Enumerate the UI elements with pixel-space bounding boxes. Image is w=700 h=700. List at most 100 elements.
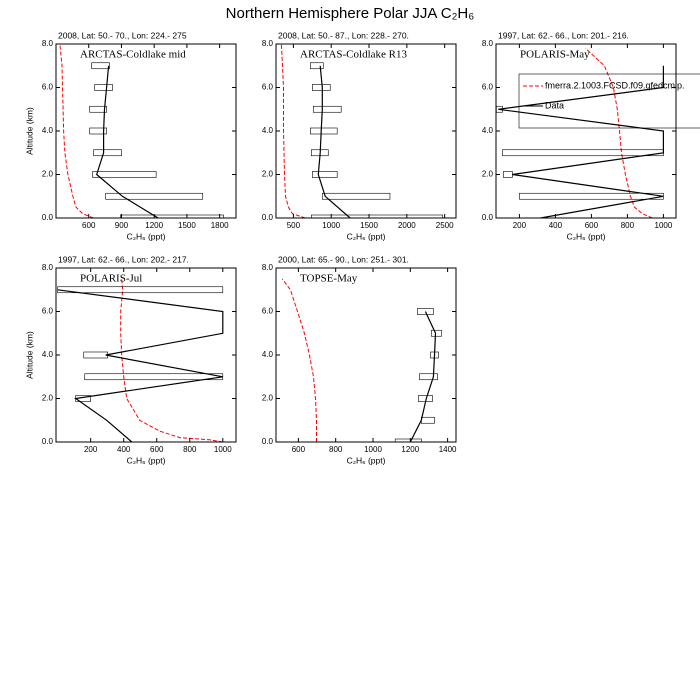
model-line [59, 44, 94, 218]
range-box [431, 329, 442, 337]
range-box [419, 373, 438, 381]
y-tick-label: 6.0 [262, 307, 274, 316]
range-box [311, 214, 443, 218]
data-line [96, 65, 159, 218]
plot-frame [275, 267, 457, 443]
panel-subtitle: 2008, Lat: 50.- 87., Lon: 228.- 270. [278, 30, 409, 40]
x-axis-title: C₂H₆ (ppt) [347, 455, 386, 465]
range-box [519, 192, 664, 200]
y-tick-label: 6.0 [482, 83, 494, 92]
plot-frame [55, 43, 237, 219]
y-tick-label: 8.0 [42, 39, 54, 48]
y-tick-label: 6.0 [42, 83, 54, 92]
x-tick-label: 1800 [211, 221, 229, 230]
x-tick-label: 1400 [439, 445, 457, 454]
range-box [94, 84, 113, 91]
y-tick-label: 2.0 [262, 394, 274, 403]
x-tick-label: 900 [115, 221, 129, 230]
y-tick-label: 0.0 [262, 437, 274, 446]
model-line [120, 278, 223, 442]
plot-frame [275, 43, 457, 219]
y-tick-label: 0.0 [262, 213, 274, 222]
range-box [417, 308, 434, 315]
x-tick-label: 2500 [436, 221, 454, 230]
plot [59, 44, 224, 218]
x-tick-label: 600 [82, 221, 96, 230]
panel-annotation: ARCTAS-Coldlake mid [80, 49, 186, 61]
plot [280, 44, 443, 218]
x-tick-label: 400 [117, 445, 131, 454]
x-tick-label: 1000 [364, 445, 382, 454]
range-box [310, 127, 338, 135]
y-tick-label: 2.0 [482, 170, 494, 179]
range-box [120, 214, 224, 218]
plot-frame [495, 43, 677, 219]
y-tick-label: 4.0 [42, 126, 54, 135]
range-box [321, 192, 391, 200]
x-tick-label: 1000 [322, 221, 340, 230]
x-tick-label: 1200 [401, 445, 419, 454]
plot-frame [55, 267, 237, 443]
range-box [57, 286, 224, 294]
x-tick-label: 600 [292, 445, 306, 454]
x-tick-label: 800 [621, 221, 635, 230]
y-tick-label: 6.0 [262, 83, 274, 92]
data-line [498, 65, 664, 218]
x-tick-label: 1200 [145, 221, 163, 230]
range-box [93, 149, 122, 157]
y-tick-label: 6.0 [42, 307, 54, 316]
y-tick-label: 0.0 [42, 437, 54, 446]
x-axis-title: C₂H₆ (ppt) [127, 231, 166, 241]
plot [281, 278, 442, 442]
range-box [92, 171, 157, 178]
panel-subtitle: 2000, Lat: 65.- 90., Lon: 251.- 301. [278, 254, 409, 264]
range-box [84, 373, 224, 381]
panel-annotation: TOPSE-May [300, 273, 358, 285]
x-tick-label: 1000 [655, 221, 673, 230]
panel-subtitle: 1997, Lat: 62.- 66., Lon: 201.- 216. [498, 30, 629, 40]
x-tick-label: 2000 [398, 221, 416, 230]
model-line [280, 44, 306, 218]
panel-annotation: POLARIS-Jul [80, 273, 142, 285]
figure-title: Northern Hemisphere Polar JJA C₂H₆ [226, 5, 475, 22]
range-box [91, 62, 110, 70]
range-box [105, 192, 204, 200]
y-tick-label: 8.0 [262, 39, 274, 48]
range-box [502, 149, 664, 157]
x-axis-title: C₂H₆ (ppt) [567, 231, 606, 241]
range-box [83, 351, 108, 359]
y-axis-title: Altitude (km) [24, 331, 34, 379]
range-box [89, 127, 107, 135]
panel-annotation: POLARIS-May [520, 49, 590, 61]
legend-label: fmerra.2.1003.FCSD.f09.qfedcmip. [545, 80, 685, 90]
model-line [281, 278, 317, 442]
panel-subtitle: 2008, Lat: 50.- 70., Lon: 224.- 275 [58, 30, 187, 40]
y-tick-label: 8.0 [482, 39, 494, 48]
data-line [317, 65, 351, 218]
y-tick-label: 8.0 [42, 263, 54, 272]
x-tick-label: 600 [585, 221, 599, 230]
plot [496, 47, 664, 218]
y-tick-label: 2.0 [42, 394, 54, 403]
range-box [312, 171, 338, 178]
x-tick-label: 800 [329, 445, 343, 454]
range-box [394, 438, 422, 442]
x-tick-label: 400 [549, 221, 563, 230]
y-tick-label: 8.0 [262, 263, 274, 272]
y-tick-label: 2.0 [262, 170, 274, 179]
plot [57, 278, 224, 442]
legend-box [518, 73, 700, 129]
range-box [310, 62, 324, 70]
model-line [585, 47, 653, 218]
data-line [409, 311, 437, 442]
y-tick-label: 4.0 [42, 350, 54, 359]
x-axis-title: C₂H₆ (ppt) [347, 231, 386, 241]
y-tick-label: 0.0 [482, 213, 494, 222]
x-tick-label: 200 [84, 445, 98, 454]
range-box [89, 105, 107, 113]
x-tick-label: 1000 [214, 445, 232, 454]
range-box [503, 171, 513, 178]
range-box [312, 105, 342, 113]
